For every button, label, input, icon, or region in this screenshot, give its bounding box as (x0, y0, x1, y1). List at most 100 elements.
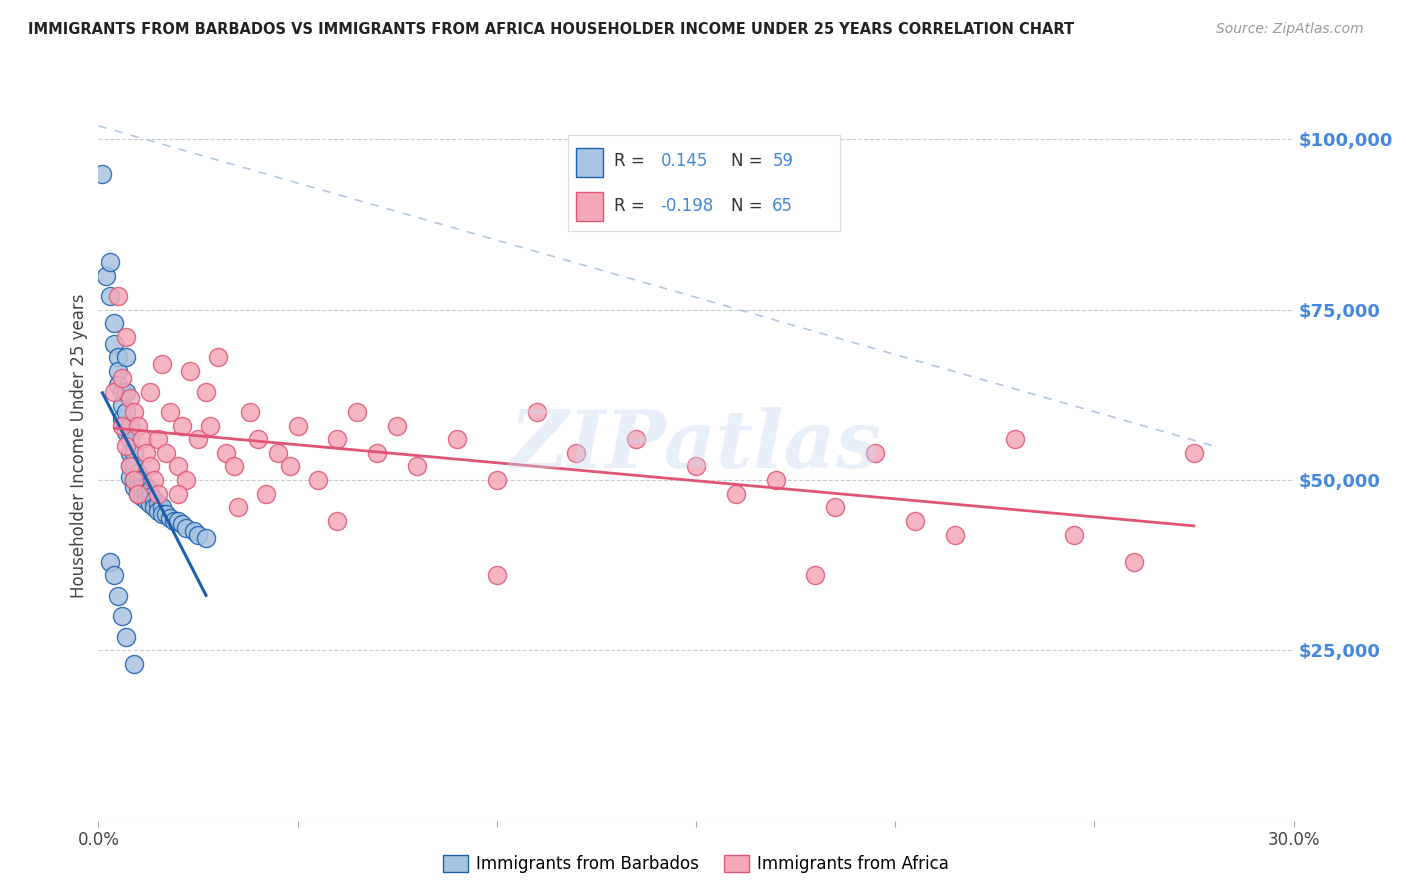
Point (131, 480, 153, 494)
Point (167, 486, 190, 500)
Y-axis label: Householder Income Under 25 years: Householder Income Under 25 years (70, 293, 89, 599)
Point (215, 446, 238, 460)
Point (115, 384, 138, 399)
Text: N =: N = (731, 153, 763, 170)
Point (195, 531, 218, 545)
Point (131, 473, 153, 487)
Point (98, 289, 122, 303)
Point (127, 486, 149, 500)
Point (107, 351, 129, 365)
Point (107, 589, 129, 603)
Point (124, 405, 146, 419)
Point (326, 514, 349, 528)
Point (131, 490, 153, 504)
Point (159, 405, 181, 419)
FancyBboxPatch shape (576, 192, 603, 221)
Point (120, 459, 142, 474)
Point (167, 514, 190, 528)
Point (120, 432, 142, 446)
Point (127, 418, 149, 433)
Point (163, 514, 186, 528)
Point (346, 405, 368, 419)
Point (120, 392, 142, 406)
Point (139, 490, 162, 504)
Text: IMMIGRANTS FROM BARBADOS VS IMMIGRANTS FROM AFRICA HOUSEHOLDER INCOME UNDER 25 Y: IMMIGRANTS FROM BARBADOS VS IMMIGRANTS F… (28, 22, 1074, 37)
Point (174, 473, 197, 487)
Point (207, 351, 229, 365)
Point (406, 459, 429, 474)
Point (115, 330, 138, 344)
Point (183, 524, 205, 538)
Point (148, 486, 170, 500)
Point (526, 405, 548, 419)
Point (143, 493, 166, 508)
Point (124, 657, 146, 671)
Text: R =: R = (614, 196, 645, 215)
Point (150, 507, 173, 521)
Point (222, 459, 245, 474)
Point (865, 446, 887, 460)
Point (111, 418, 134, 433)
Point (1004, 432, 1026, 446)
Point (307, 473, 329, 487)
Text: N =: N = (731, 196, 763, 215)
Point (267, 446, 290, 460)
Point (565, 446, 588, 460)
Point (724, 486, 747, 500)
Point (96, 268, 118, 283)
Point (148, 504, 170, 518)
Text: 65: 65 (772, 196, 793, 215)
Point (111, 609, 134, 624)
Point (120, 446, 142, 460)
Text: 59: 59 (772, 153, 793, 170)
Point (124, 446, 146, 460)
Point (111, 398, 134, 412)
Point (111, 384, 134, 399)
Point (103, 384, 125, 399)
Text: ZIPatlas: ZIPatlas (510, 408, 882, 484)
Point (143, 500, 166, 515)
Point (198, 418, 221, 433)
Point (824, 500, 846, 515)
Text: R =: R = (614, 153, 645, 170)
Point (148, 432, 170, 446)
Point (1063, 527, 1085, 541)
Point (115, 439, 138, 453)
Point (91, 167, 114, 181)
Point (115, 351, 138, 365)
Point (115, 405, 138, 419)
Text: 0.145: 0.145 (661, 153, 709, 170)
Point (485, 568, 508, 582)
Point (98, 555, 122, 569)
Point (103, 336, 125, 351)
Point (103, 568, 125, 582)
Point (103, 317, 125, 331)
Point (172, 418, 194, 433)
Point (1182, 446, 1205, 460)
Point (246, 432, 269, 446)
Text: -0.198: -0.198 (661, 196, 714, 215)
Point (98, 255, 122, 269)
Point (159, 510, 181, 524)
Point (139, 384, 162, 399)
Point (287, 418, 309, 433)
Point (135, 493, 157, 508)
Point (187, 527, 209, 541)
Point (626, 432, 648, 446)
Text: Source: ZipAtlas.com: Source: ZipAtlas.com (1216, 22, 1364, 37)
Point (446, 432, 468, 446)
Point (385, 418, 409, 433)
Point (120, 418, 142, 433)
Point (135, 480, 157, 494)
Point (107, 289, 129, 303)
FancyBboxPatch shape (576, 148, 603, 177)
Point (1123, 555, 1146, 569)
Point (226, 500, 249, 515)
Point (278, 459, 301, 474)
Point (172, 517, 194, 532)
Point (195, 384, 218, 399)
Point (120, 459, 142, 474)
Point (131, 432, 153, 446)
Point (107, 377, 129, 392)
Point (124, 473, 146, 487)
